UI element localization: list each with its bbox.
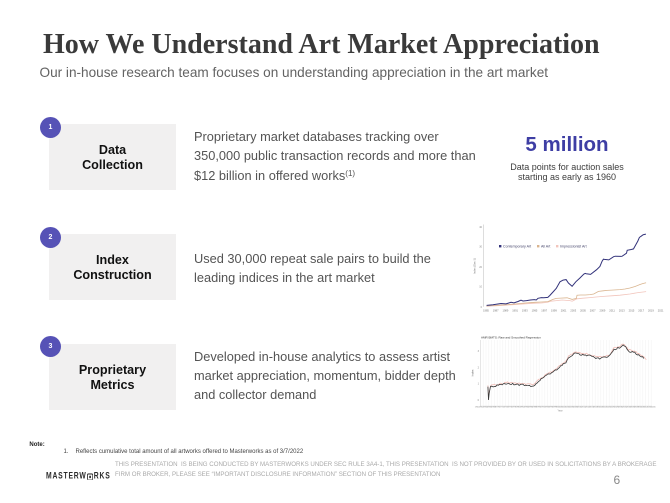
svg-text:2008: 2008 <box>573 406 578 408</box>
svg-text:1993: 1993 <box>522 309 528 313</box>
svg-text:2009: 2009 <box>600 309 606 313</box>
svg-text:1999: 1999 <box>551 309 557 313</box>
svg-text:2026: 2026 <box>610 406 615 408</box>
svg-text:1994: 1994 <box>544 406 549 408</box>
svg-text:1996: 1996 <box>549 406 554 408</box>
svg-text:1997: 1997 <box>541 309 547 313</box>
svg-text:1995: 1995 <box>532 309 538 313</box>
svg-text:1962: 1962 <box>479 406 484 408</box>
svg-text:2018: 2018 <box>594 406 599 408</box>
svg-text:2011: 2011 <box>609 309 615 313</box>
svg-text:2006: 2006 <box>569 406 574 408</box>
svg-text:1984: 1984 <box>524 406 529 408</box>
svg-text:2016: 2016 <box>590 406 595 408</box>
svg-text:1992: 1992 <box>540 406 545 408</box>
svg-text:2013: 2013 <box>619 309 625 313</box>
svg-text:1987: 1987 <box>493 309 499 313</box>
svg-text:2030: 2030 <box>618 406 623 408</box>
svg-text:1974: 1974 <box>503 406 508 408</box>
svg-text:10: 10 <box>479 285 482 288</box>
svg-text:Year: Year <box>557 410 562 413</box>
svg-text:1998: 1998 <box>553 406 558 408</box>
svg-text:2019: 2019 <box>648 309 654 313</box>
svg-text:2046: 2046 <box>651 406 656 408</box>
svg-text:Index: Index <box>471 369 475 376</box>
svg-text:1986: 1986 <box>528 406 533 408</box>
svg-text:2015: 2015 <box>629 309 635 313</box>
svg-text:1970: 1970 <box>495 406 500 408</box>
svg-text:1976: 1976 <box>508 406 513 408</box>
svg-text:Contemporary Art: Contemporary Art <box>503 245 531 249</box>
svg-text:30: 30 <box>479 245 482 248</box>
svg-text:2014: 2014 <box>585 406 590 408</box>
svg-text:1960: 1960 <box>475 406 480 408</box>
svg-text:2024: 2024 <box>606 406 611 408</box>
svg-text:AMR BMTS: Raw and Smoothed Reg: AMR BMTS: Raw and Smoothed Regression <box>481 335 541 339</box>
svg-text:1991: 1991 <box>512 309 518 313</box>
svg-text:0: 0 <box>478 399 480 402</box>
svg-text:2038: 2038 <box>635 406 640 408</box>
svg-text:1990: 1990 <box>536 406 541 408</box>
svg-text:2001: 2001 <box>561 309 567 313</box>
svg-text:2000: 2000 <box>557 406 562 408</box>
svg-text:1964: 1964 <box>483 406 488 408</box>
svg-text:1978: 1978 <box>512 406 517 408</box>
svg-text:0: 0 <box>481 306 483 309</box>
svg-text:1982: 1982 <box>520 406 525 408</box>
svg-text:3: 3 <box>478 350 480 353</box>
svg-text:1985: 1985 <box>483 309 489 313</box>
svg-text:2022: 2022 <box>602 406 607 408</box>
svg-text:40: 40 <box>479 226 482 229</box>
svg-text:1980: 1980 <box>516 406 521 408</box>
svg-text:1966: 1966 <box>487 406 492 408</box>
svg-text:All Art: All Art <box>541 245 550 249</box>
svg-text:Index (Dec-1): Index (Dec-1) <box>473 258 477 274</box>
svg-text:2044: 2044 <box>647 406 652 408</box>
svg-text:2003: 2003 <box>570 309 576 313</box>
svg-text:1972: 1972 <box>499 406 504 408</box>
svg-text:1968: 1968 <box>491 406 496 408</box>
svg-text:2007: 2007 <box>590 309 596 313</box>
svg-text:Impressionist Art: Impressionist Art <box>560 245 587 249</box>
svg-text:2: 2 <box>478 366 480 369</box>
svg-text:2032: 2032 <box>622 406 627 408</box>
svg-text:2012: 2012 <box>581 406 586 408</box>
svg-text:2004: 2004 <box>565 406 570 408</box>
svg-text:1: 1 <box>478 383 480 386</box>
svg-text:2020: 2020 <box>598 406 603 408</box>
svg-text:1989: 1989 <box>503 309 509 313</box>
svg-text:2021: 2021 <box>658 309 664 313</box>
svg-text:1988: 1988 <box>532 406 537 408</box>
svg-text:2017: 2017 <box>638 309 644 313</box>
svg-text:2034: 2034 <box>626 406 631 408</box>
svg-text:2042: 2042 <box>643 406 648 408</box>
svg-text:2010: 2010 <box>577 406 582 408</box>
svg-text:2002: 2002 <box>561 406 566 408</box>
svg-text:2005: 2005 <box>580 309 586 313</box>
svg-text:2028: 2028 <box>614 406 619 408</box>
svg-text:20: 20 <box>479 266 482 269</box>
svg-text:2040: 2040 <box>639 406 644 408</box>
svg-text:2036: 2036 <box>631 406 636 408</box>
